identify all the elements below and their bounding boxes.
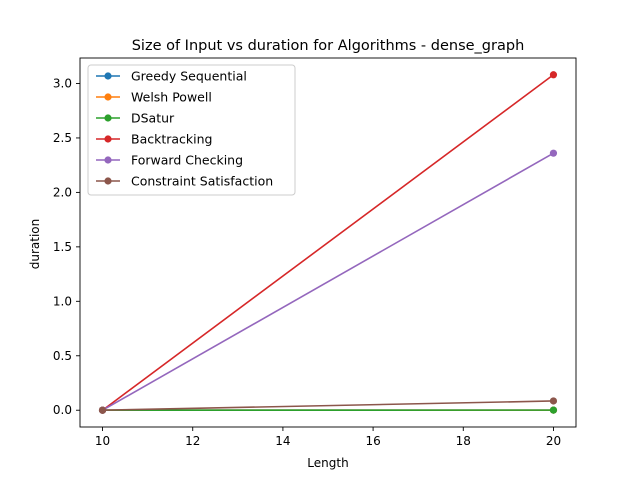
x-tick-label: 20: [546, 434, 561, 448]
legend-marker: [104, 156, 112, 164]
series-point: [549, 397, 558, 405]
legend: Greedy Sequential Welsh Powell DSatur Backt…: [87, 64, 296, 196]
plot-area: 10 12 14 16 18 20 0.0 0.5 1.0 1.5 2.0 2.5 3.0: [53, 57, 577, 448]
legend-marker: [104, 93, 112, 101]
axes-frame: [79, 57, 577, 428]
legend-marker: [104, 135, 112, 143]
series-point: [549, 149, 558, 157]
y-tick-label: 0.0: [53, 403, 72, 417]
x-tick-label: 14: [275, 434, 290, 448]
legend-label: Backtracking: [131, 132, 213, 147]
legend-label: Welsh Powell: [131, 90, 212, 105]
y-tick-label: 0.5: [53, 349, 72, 363]
chart-title: Size of Input vs duration for Algorithms…: [132, 38, 525, 54]
legend-label: Forward Checking: [131, 153, 243, 168]
legend-label: Constraint Satisfaction: [131, 174, 273, 189]
y-tick-label: 3.0: [53, 76, 72, 90]
x-tick-label: 10: [95, 434, 110, 448]
legend-label: DSatur: [131, 111, 175, 126]
y-tick-label: 1.5: [53, 240, 72, 254]
y-tick-label: 2.0: [53, 185, 72, 199]
series-point: [549, 71, 558, 79]
legend-marker: [104, 114, 112, 122]
x-axis-label: Length: [307, 456, 348, 470]
x-tick-label: 18: [456, 434, 471, 448]
series-point: [98, 406, 107, 414]
legend-box: [87, 64, 296, 196]
y-tick-label: 2.5: [53, 131, 72, 145]
legend-marker: [104, 177, 112, 185]
y-tick-label: 1.0: [53, 294, 72, 308]
legend-marker: [104, 72, 112, 80]
series-line: [102, 400, 554, 412]
series-line: [102, 152, 554, 411]
y-axis-label: duration: [28, 219, 42, 270]
legend-label: Greedy Sequential: [131, 69, 247, 84]
x-tick-label: 16: [365, 434, 380, 448]
series-point: [549, 406, 558, 414]
series-line: [102, 74, 554, 411]
x-tick-label: 12: [185, 434, 200, 448]
